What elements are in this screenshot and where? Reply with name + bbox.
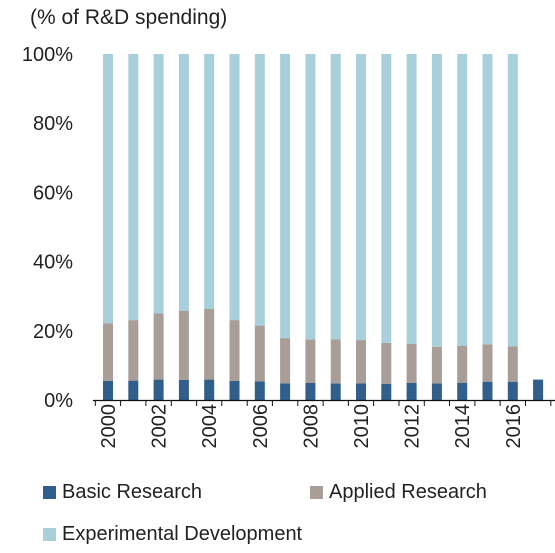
bar-applied-research-2006	[254, 325, 265, 382]
bar-experimental-development-2013	[431, 54, 442, 347]
legend-label-experimental-development: Experimental Development	[62, 523, 303, 545]
bar-applied-research-2001	[128, 320, 139, 381]
bar-applied-research-2008	[305, 339, 316, 383]
legend-swatch-applied-research	[310, 486, 323, 499]
bar-basic-research-2000	[103, 381, 113, 400]
bar-experimental-development-2011	[381, 54, 392, 343]
legend-swatch-basic-research	[43, 486, 56, 499]
bar-experimental-development-2007	[280, 54, 291, 339]
legend-label-applied-research: Applied Research	[329, 481, 487, 503]
bar-experimental-development-2015	[482, 54, 493, 345]
bar-basic-research-2001	[128, 380, 139, 400]
bar-experimental-development-2014	[457, 54, 468, 346]
bar-basic-research-2006	[254, 381, 265, 400]
bar-basic-research-2005	[229, 381, 240, 400]
bar-experimental-development-2008	[305, 54, 316, 340]
bar-applied-research-2005	[229, 320, 240, 381]
y-tick-label-0: 0%	[44, 390, 73, 412]
bar-basic-research-2011	[381, 383, 392, 400]
legend-swatch-experimental-development	[43, 528, 56, 541]
x-tick-label-2006: 2006	[250, 404, 272, 449]
bar-basic-research-2007	[280, 383, 291, 400]
bar-applied-research-2016	[507, 346, 518, 382]
legend-label-basic-research: Basic Research	[62, 481, 203, 503]
bar-experimental-development-2009	[330, 54, 341, 340]
bar-basic-research-2015	[482, 381, 493, 400]
x-tick-label-2012: 2012	[402, 404, 424, 449]
bar-experimental-development-2010	[356, 54, 366, 341]
bar-applied-research-2004	[204, 309, 215, 380]
bar-applied-research-2012	[406, 343, 417, 383]
bar-applied-research-2014	[457, 346, 468, 383]
bar-basic-research-2013	[431, 383, 442, 400]
bar-applied-research-2013	[431, 346, 442, 384]
bar-applied-research-2010	[356, 340, 366, 384]
bar-experimental-development-2004	[204, 54, 215, 309]
bar-basic-research-2017	[533, 379, 544, 400]
bar-applied-research-2009	[330, 339, 341, 384]
x-tick-label-2016: 2016	[503, 404, 525, 449]
bar-basic-research-2003	[178, 379, 189, 400]
x-tick-label-2000: 2000	[98, 404, 120, 449]
bar-applied-research-2003	[178, 310, 189, 380]
bar-experimental-development-2012	[406, 54, 417, 344]
bar-experimental-development-2002	[153, 54, 164, 314]
y-tick-label-100: 100%	[22, 44, 73, 66]
bar-experimental-development-2016	[507, 54, 518, 347]
bar-applied-research-2007	[280, 338, 291, 384]
bar-experimental-development-2001	[128, 54, 139, 321]
legend-item-basic-research: Basic Research	[43, 481, 202, 504]
y-tick-label-80: 80%	[33, 113, 73, 135]
x-tick-label-2002: 2002	[149, 404, 171, 449]
x-tick-label-2004: 2004	[199, 404, 221, 449]
bar-experimental-development-2006	[254, 54, 265, 326]
bar-basic-research-2014	[457, 383, 468, 400]
y-tick-label-40: 40%	[33, 252, 73, 274]
y-tick-label-60: 60%	[33, 182, 73, 204]
bar-experimental-development-2000	[103, 54, 113, 324]
bar-basic-research-2010	[356, 383, 366, 400]
bar-basic-research-2016	[507, 381, 518, 400]
bar-basic-research-2008	[305, 383, 316, 400]
y-axis-unit-label: (% of R&D spending)	[30, 6, 228, 29]
legend-item-applied-research: Applied Research	[310, 481, 487, 504]
bar-basic-research-2009	[330, 383, 341, 400]
y-tick-label-20: 20%	[33, 321, 73, 343]
bar-basic-research-2002	[153, 379, 164, 400]
x-tick-label-2010: 2010	[351, 404, 373, 449]
bar-basic-research-2012	[406, 383, 417, 400]
x-tick-label-2008: 2008	[300, 404, 322, 449]
bar-applied-research-2000	[103, 323, 113, 381]
bar-experimental-development-2003	[178, 54, 189, 311]
bar-applied-research-2002	[153, 313, 164, 380]
bar-applied-research-2015	[482, 344, 493, 382]
x-tick-label-2014: 2014	[452, 404, 474, 449]
bar-experimental-development-2005	[229, 54, 240, 321]
legend-item-experimental-development: Experimental Development	[43, 523, 302, 546]
bar-basic-research-2004	[204, 379, 215, 400]
bar-applied-research-2011	[381, 342, 392, 384]
